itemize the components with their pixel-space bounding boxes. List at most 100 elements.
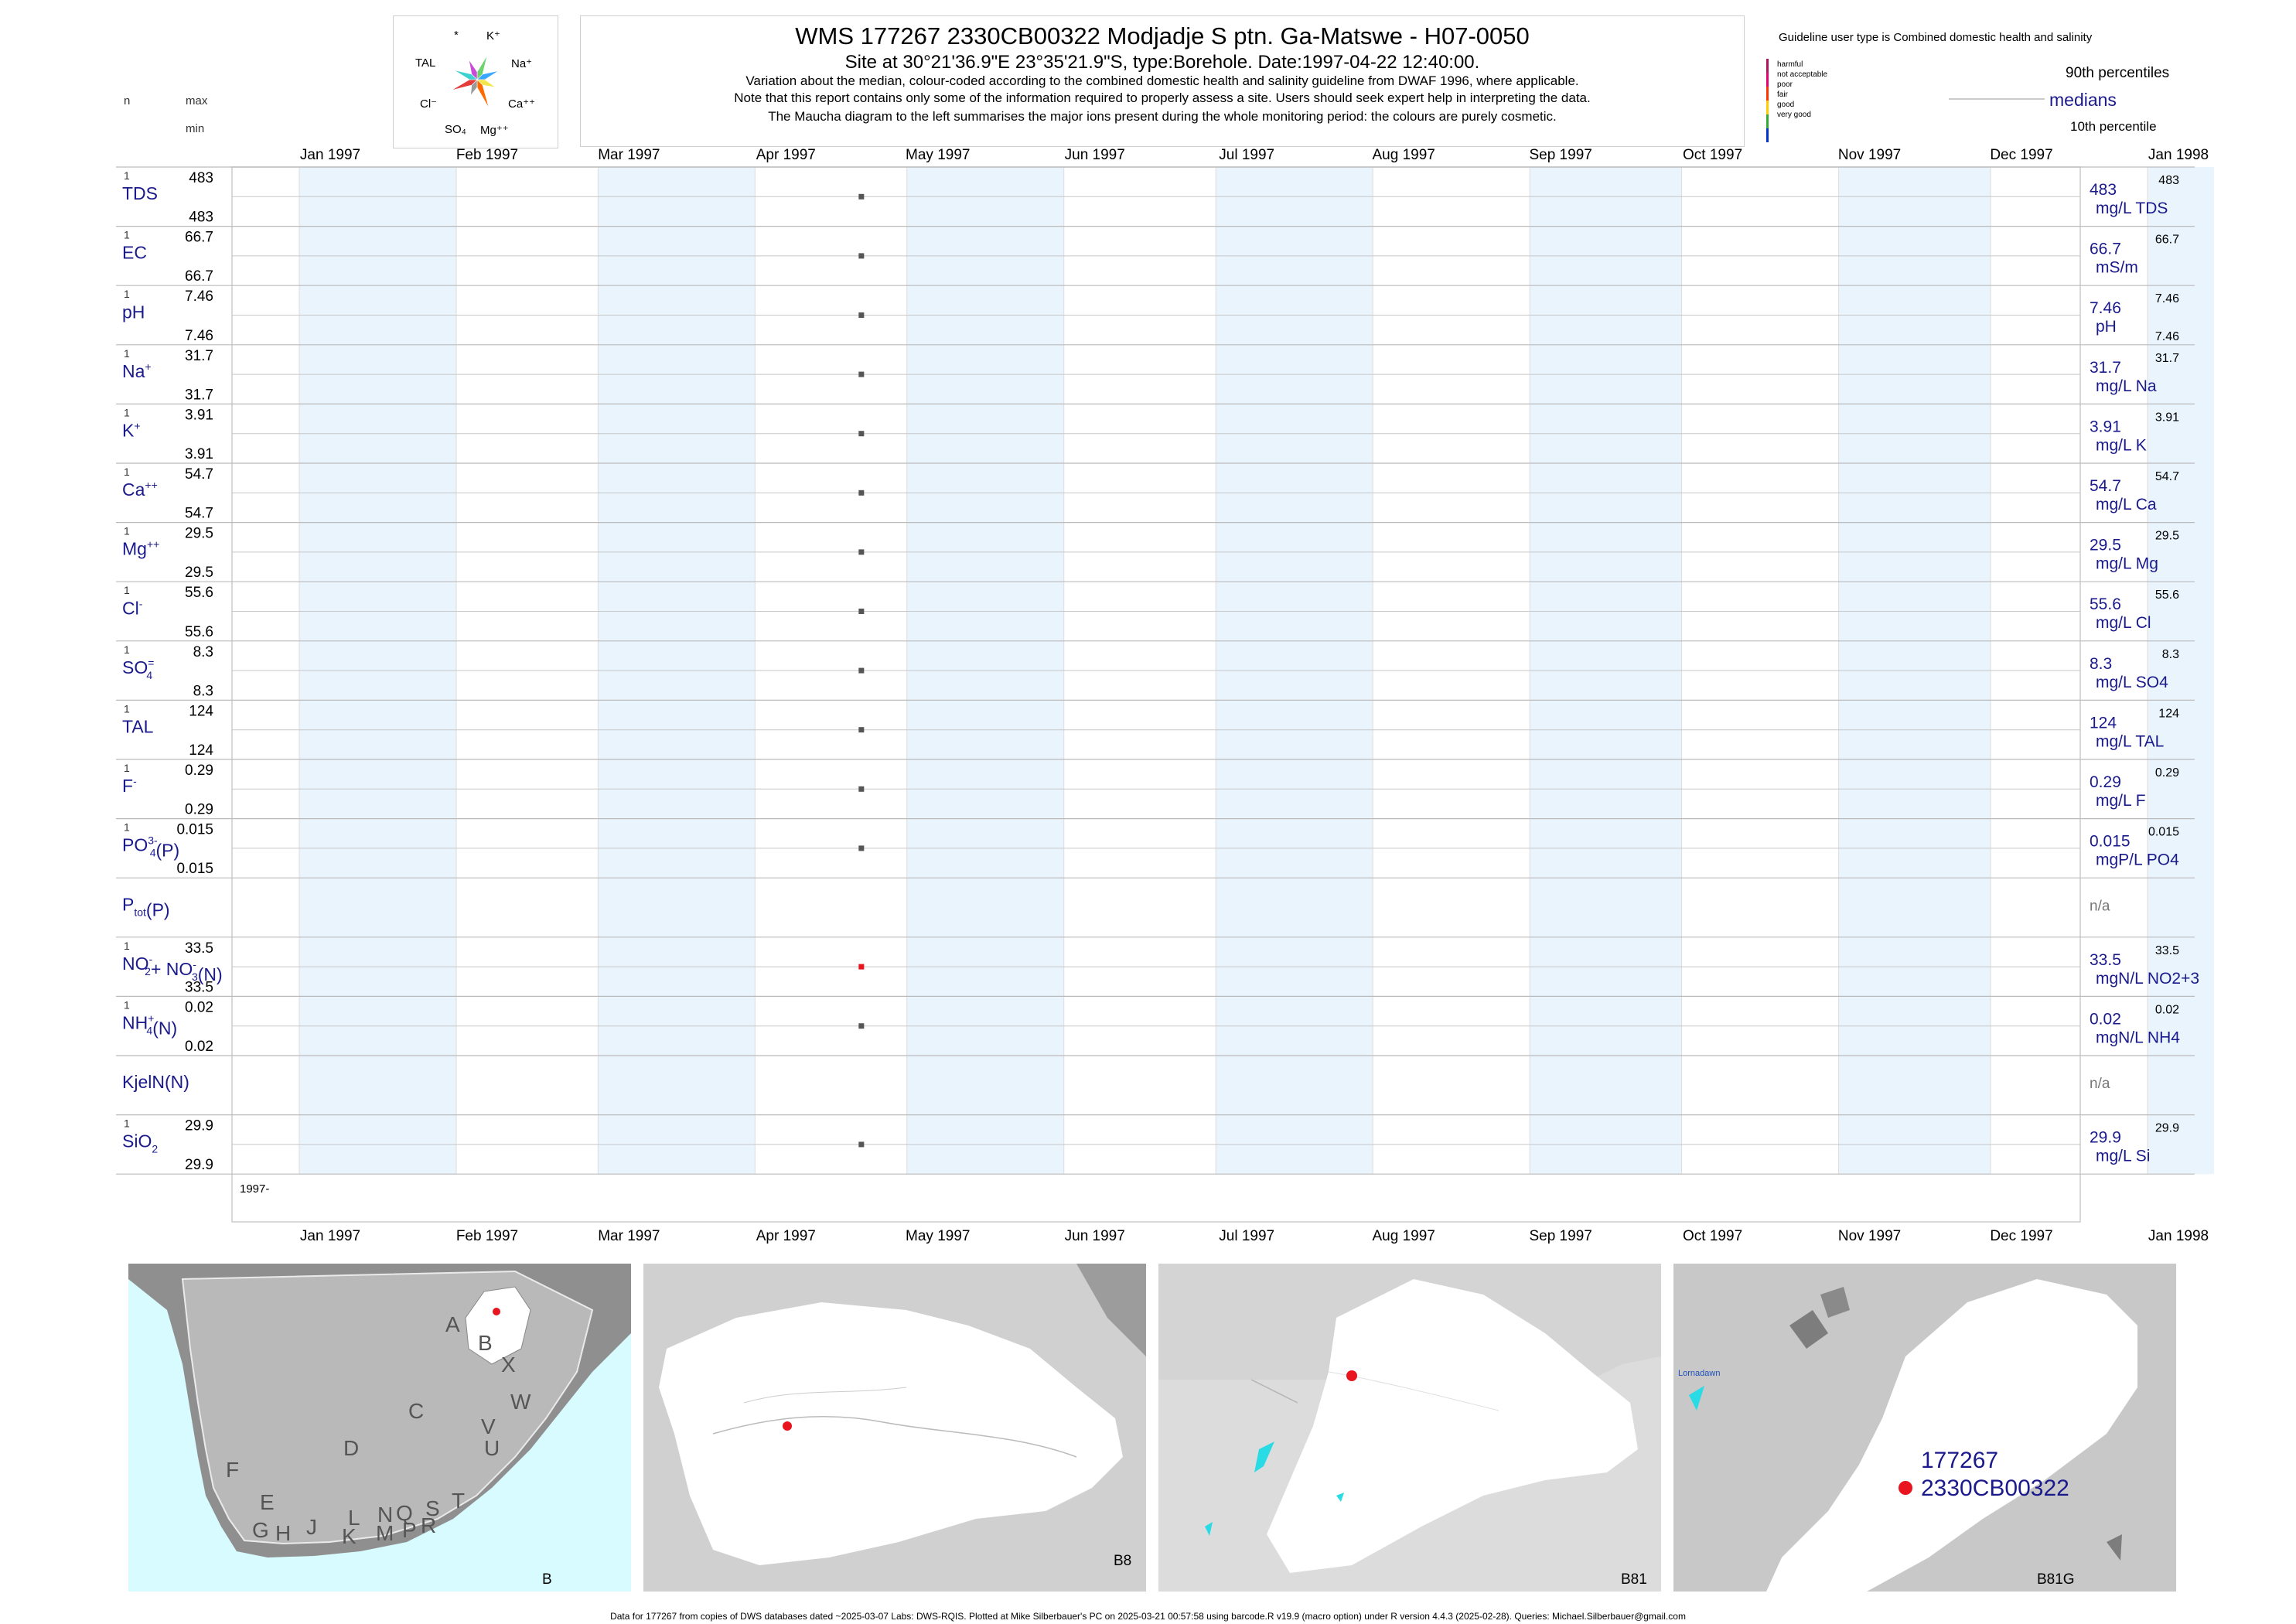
sample-point [858,964,865,970]
map-tag-b: B [542,1571,552,1588]
max-value: 66.7 [185,230,213,246]
region-label: M [376,1521,394,1545]
region-label: B [478,1331,493,1355]
x-tick-label-bottom: Jan 1998 [2148,1228,2209,1244]
sample-count: 1 [124,347,130,360]
maucha-glyph [451,55,499,109]
guideline-swatch [1766,87,1769,101]
median-value: 55.6 [2090,595,2121,613]
median-value: 0.29 [2090,773,2121,791]
sample-point [858,1023,865,1029]
unit-label: pH [2096,318,2117,336]
parameter-label: SiO2 [122,1131,158,1155]
x-tick-label-top: Mar 1997 [598,147,660,163]
site-description: Site at 30°21'36.9"E 23°35'21.9"S, type:… [844,52,1480,73]
median-value: 8.3 [2090,655,2112,673]
param-label-part: 3- [148,834,158,847]
unit-label: mg/L TAL [2096,732,2164,750]
region-label: E [260,1490,275,1514]
sample-count: 1 [124,998,130,1011]
plot-frame [231,166,2081,1223]
x-tick-label-bottom: Dec 1997 [1990,1228,2052,1244]
medians-legend: medians [2049,90,2117,110]
max-value: 124 [189,703,213,719]
param-label-part: - [193,958,196,971]
guideline-class-labels: harmful not acceptable poor fair good very go… [1777,60,1870,145]
max-value: 483 [189,170,213,186]
unit-label: mg/L Na [2096,377,2157,395]
max-value: 8.3 [193,644,213,660]
region-label: L [348,1506,360,1530]
guideline-swatch [1766,128,1769,142]
sample-count: 1 [124,288,130,300]
x-tick-label-bottom: Jul 1997 [1219,1228,1274,1244]
x-tick-label-top: May 1997 [906,147,970,163]
max-value: 33.5 [185,940,213,957]
unit-label: mg/L Ca [2096,496,2157,513]
header-box: WMS 177267 2330CB00322 Modjadje S ptn. G… [580,15,1745,147]
sample-count: 1 [124,1117,130,1130]
page-title: WMS 177267 2330CB00322 Modjadje S ptn. G… [795,22,1530,49]
p90-value: 0.015 [2148,826,2179,839]
min-value: 29.9 [185,1157,213,1173]
region-label: T [452,1489,465,1513]
max-value: 55.6 [185,585,213,601]
region-label: P [402,1518,417,1542]
region-label: X [501,1353,516,1377]
sample-point [858,609,865,614]
maucha-label-cl: Cl⁻ [420,97,438,111]
site-marker-b [493,1308,500,1315]
max-value: 7.46 [185,288,213,305]
parameter-label: pH [122,302,145,322]
min-value: 54.7 [185,506,213,522]
parameter-row: KjelN(N) n/a [116,1055,2195,1092]
parameter-row: Ptot(P) n/a [116,877,2195,919]
param-label-part: TDS [122,183,158,203]
guideline-color-bar [1766,59,1769,142]
town-label: Lornadawn [1678,1369,1721,1378]
maucha-label-mg: Mg⁺⁺ [480,124,509,137]
region-label: C [408,1399,424,1423]
guideline-swatch [1766,114,1769,128]
x-tick-label-top: Jun 1997 [1065,147,1125,163]
p90-value: 483 [2158,174,2179,187]
region-label: N [377,1503,393,1527]
max-value: 54.7 [185,466,213,483]
parameter-label: F- [122,775,137,796]
region-label: R [421,1513,436,1537]
maucha-label-ca: Ca⁺⁺ [508,97,536,111]
param-label-part: F [122,776,133,796]
median-value: 29.5 [2090,537,2121,554]
median-value: 31.7 [2090,359,2121,377]
param-label-part: tot [134,906,146,918]
guideline-class-label: poor [1777,80,1793,89]
param-label-part: 2 [152,1143,158,1155]
sample-count: 1 [124,702,130,715]
note-line-1: Variation about the median, colour-coded… [745,73,1579,88]
median-legend-line [1949,98,2045,100]
site-marker-b8 [783,1421,792,1431]
param-label-part: NO [122,954,149,974]
param-label-part: Mg [122,539,147,559]
param-label-part: ++ [145,479,157,491]
x-tick-label-bottom: Apr 1997 [756,1228,816,1244]
maucha-label-star: * [454,29,459,42]
parameter-label: SO= 4 [122,657,154,681]
unit-label: mgP/L PO4 [2096,851,2179,869]
x-tick-label-bottom: May 1997 [906,1228,970,1244]
max-value: 0.02 [185,999,213,1015]
sample-count: 1 [124,406,130,418]
parameter-label: NO-2+ NO-3(N) [122,953,223,984]
param-label-part: (P) [146,899,170,919]
parameter-label: TAL [122,717,154,737]
min-value: 66.7 [185,268,213,285]
parameter-label: PO3-4(P) [122,834,179,861]
unit-label: mgN/L NO2+3 [2096,970,2199,988]
sample-count: 1 [124,525,130,537]
region-label: J [306,1515,317,1539]
x-tick-label-top: Sep 1997 [1529,147,1592,163]
param-label-part: Cl [122,598,139,618]
site-marker-b81 [1346,1370,1357,1381]
